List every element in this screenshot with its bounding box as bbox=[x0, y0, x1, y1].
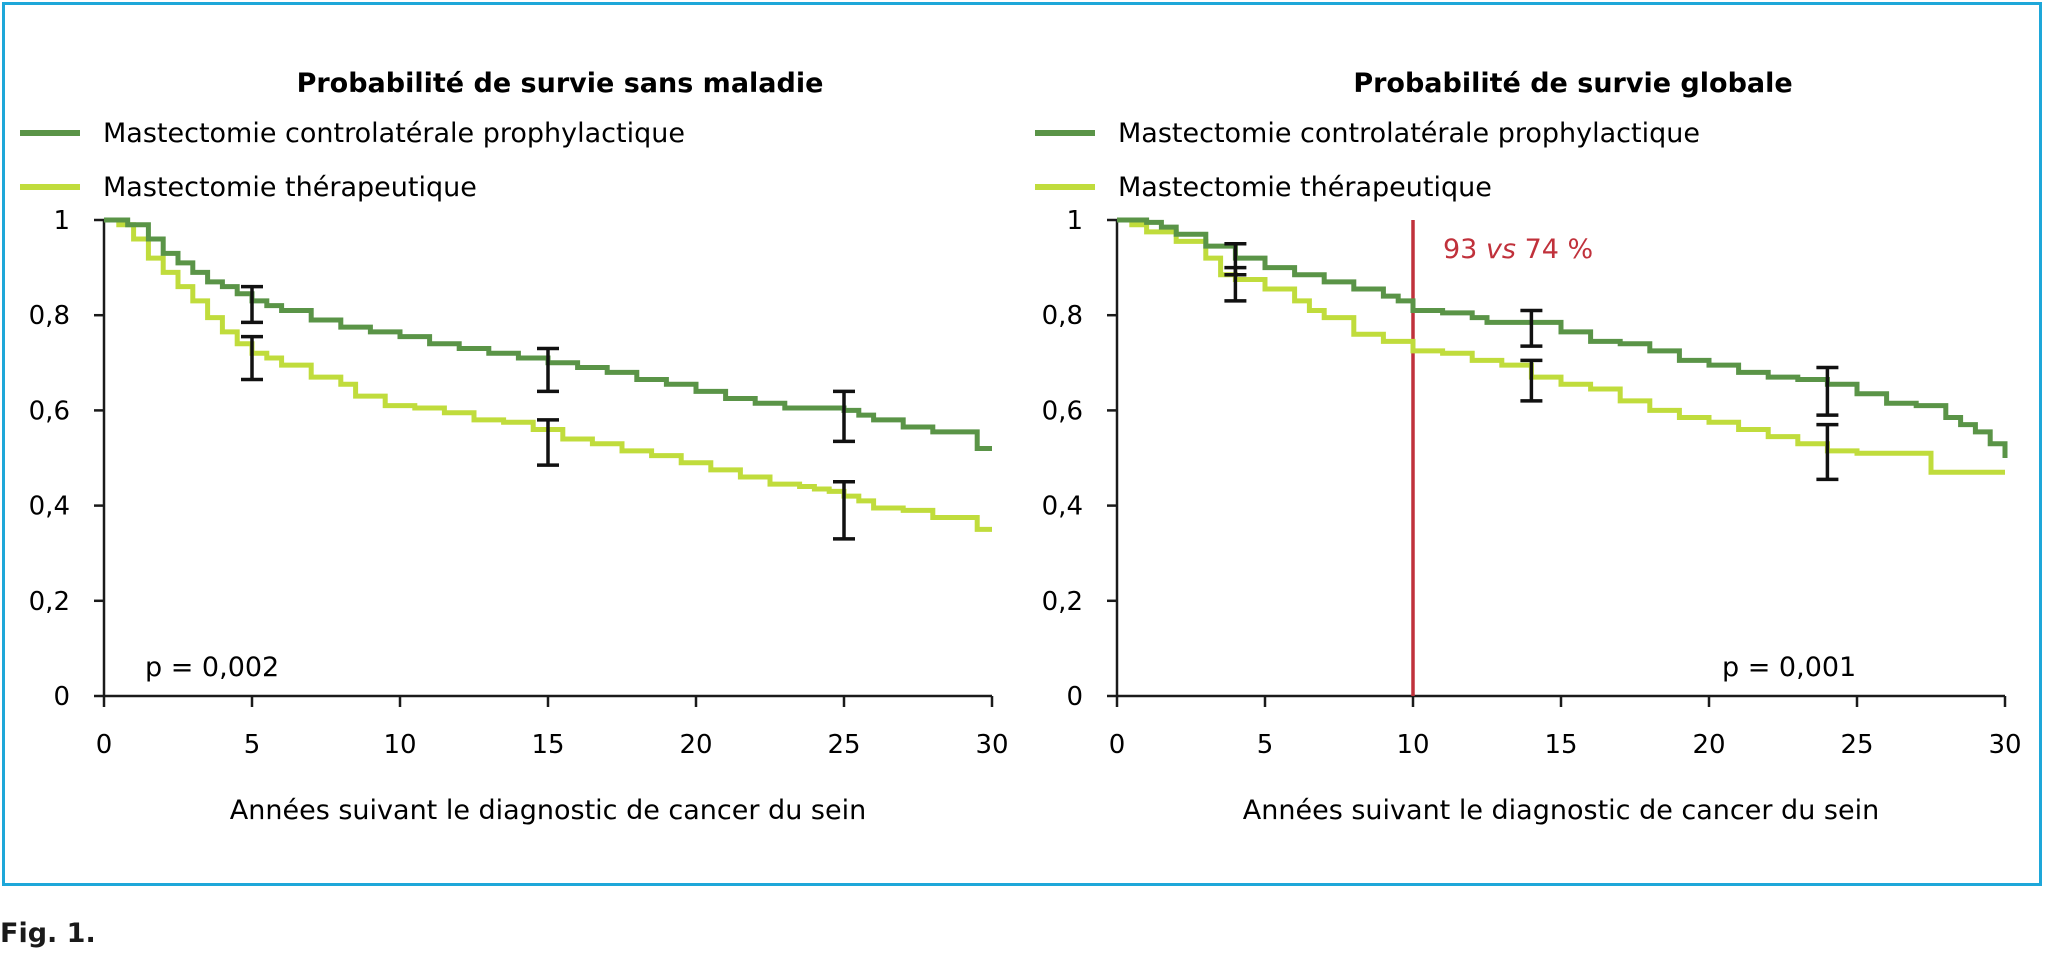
reference-vline-label: 93 vs 74 % bbox=[1443, 234, 1593, 265]
x-tick-label: 30 bbox=[975, 730, 1008, 760]
legend-label: Mastectomie controlatérale prophylactiqu… bbox=[1118, 118, 1700, 149]
error-bar bbox=[1520, 308, 1543, 348]
vline-label-part: 93 bbox=[1443, 234, 1486, 265]
p-value-label: p = 0,001 bbox=[1722, 652, 1856, 683]
p-value-label: p = 0,002 bbox=[145, 652, 279, 683]
error-bar bbox=[833, 389, 855, 444]
vline-label-italic: vs bbox=[1486, 234, 1516, 265]
chart-title: Probabilité de survie globale bbox=[1353, 68, 1792, 99]
y-tick-label: 0,4 bbox=[1042, 492, 1083, 522]
error-bar bbox=[537, 346, 559, 394]
error-bar bbox=[1816, 365, 1839, 417]
figure-caption: Fig. 1. bbox=[0, 918, 96, 949]
y-tick-label: 0,6 bbox=[1042, 396, 1083, 426]
error-bar bbox=[1520, 358, 1543, 403]
x-tick-label: 20 bbox=[679, 730, 712, 760]
x-tick-label: 30 bbox=[1988, 730, 2021, 760]
x-tick-label: 0 bbox=[96, 730, 113, 760]
error-bar bbox=[833, 480, 855, 541]
vline-label-part: 74 % bbox=[1516, 234, 1593, 265]
chart-panel-overall-survival: Probabilité de survie globale Mastectomie… bbox=[1035, 68, 2022, 826]
x-tick-label: 15 bbox=[531, 730, 564, 760]
y-tick-label: 0,2 bbox=[1042, 587, 1083, 617]
legend-label: Mastectomie thérapeutique bbox=[1118, 172, 1492, 203]
y-tick-label: 0,4 bbox=[29, 492, 70, 522]
x-tick-label: 25 bbox=[1840, 730, 1873, 760]
legend-label: Mastectomie thérapeutique bbox=[103, 172, 477, 203]
y-tick-label: 0 bbox=[53, 682, 70, 712]
error-bar bbox=[1816, 422, 1839, 482]
series-line-prophylactic bbox=[104, 217, 992, 451]
y-tick-label: 0 bbox=[1066, 682, 1083, 712]
y-tick-label: 1 bbox=[1066, 206, 1083, 236]
figure-frame bbox=[2, 2, 2042, 886]
x-tick-label: 5 bbox=[244, 730, 261, 760]
y-tick-label: 0,8 bbox=[29, 301, 70, 331]
error-bar bbox=[537, 418, 559, 467]
x-tick-label: 5 bbox=[1257, 730, 1274, 760]
x-tick-label: 10 bbox=[383, 730, 416, 760]
error-bar bbox=[1224, 265, 1247, 303]
error-bar bbox=[241, 334, 263, 382]
legend-label: Mastectomie controlatérale prophylactiqu… bbox=[103, 118, 685, 149]
charts-svg: Probabilité de survie sans maladie Mastec… bbox=[20, 68, 2022, 826]
x-tick-label: 20 bbox=[1692, 730, 1725, 760]
y-tick-label: 0,2 bbox=[29, 587, 70, 617]
y-tick-label: 0,6 bbox=[29, 396, 70, 426]
x-tick-label: 0 bbox=[1109, 730, 1126, 760]
x-tick-label: 25 bbox=[827, 730, 860, 760]
error-bar bbox=[241, 284, 263, 325]
series-line-prophylactic bbox=[1117, 217, 2008, 458]
x-axis-label: Années suivant le diagnostic de cancer d… bbox=[230, 795, 866, 826]
x-axis-label: Années suivant le diagnostic de cancer d… bbox=[1243, 795, 1879, 826]
x-tick-label: 15 bbox=[1544, 730, 1577, 760]
y-tick-label: 0,8 bbox=[1042, 301, 1083, 331]
chart-title: Probabilité de survie sans maladie bbox=[297, 68, 824, 99]
chart-panel-disease-free-survival: Probabilité de survie sans maladie Mastec… bbox=[20, 68, 1009, 826]
y-tick-label: 1 bbox=[53, 206, 70, 236]
x-tick-label: 10 bbox=[1396, 730, 1429, 760]
